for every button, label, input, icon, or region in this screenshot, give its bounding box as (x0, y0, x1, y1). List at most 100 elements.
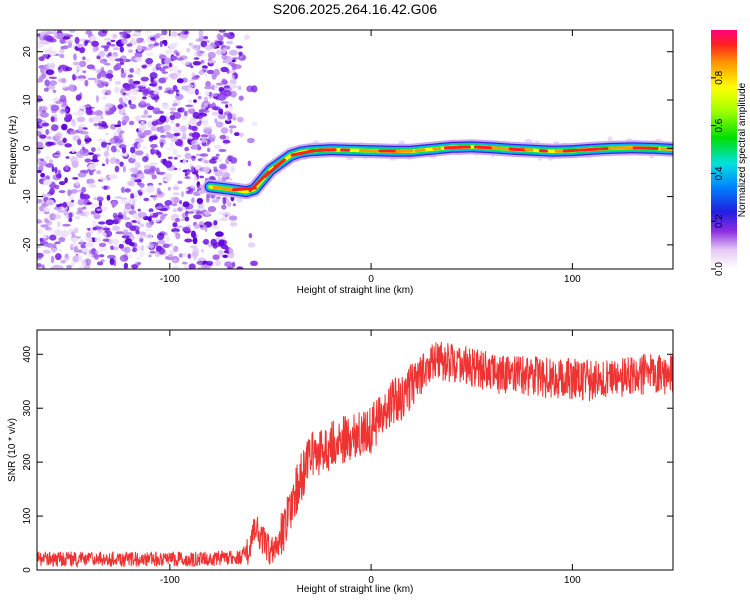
noise-speckle (171, 203, 178, 207)
noise-speckle (62, 223, 71, 227)
noise-speckle (107, 254, 116, 259)
noise-speckle (76, 151, 85, 158)
colorbar: 0.0 0.2 0.4 0.6 0.8 Normalized spectral ampl… (711, 30, 748, 276)
noise-speckle (77, 125, 83, 132)
noise-speckle (81, 186, 87, 193)
noise-speckle (215, 231, 224, 237)
noise-speckle (171, 55, 178, 61)
noise-speckle (161, 30, 168, 36)
noise-speckle (71, 237, 78, 243)
noise-speckle (106, 143, 110, 152)
noise-speckle (105, 140, 110, 144)
noise-speckle (122, 82, 130, 89)
noise-speckle (77, 207, 83, 213)
noise-speckle (51, 246, 57, 253)
spectrogram-data (37, 30, 673, 269)
y-tick-label: -20 (22, 237, 33, 252)
noise-speckle (84, 79, 89, 87)
noise-speckle (143, 109, 149, 115)
noise-speckle (155, 245, 163, 252)
colorbar-gradient (711, 30, 737, 269)
noise-speckle (39, 106, 48, 112)
noise-speckle (85, 30, 93, 35)
noise-speckle (220, 216, 229, 222)
noise-speckle (94, 250, 100, 254)
noise-speckle (79, 193, 86, 200)
noise-speckle (142, 96, 147, 100)
noise-speckle (226, 68, 230, 74)
noise-speckle (91, 40, 99, 47)
noise-speckle (160, 215, 164, 222)
noise-speckle (203, 210, 211, 216)
noise-speckle (66, 201, 74, 208)
noise-speckle (103, 185, 108, 190)
noise-speckle (88, 117, 95, 123)
y-tick-label: 400 (22, 345, 33, 362)
noise-speckle (101, 206, 108, 212)
noise-speckle (223, 89, 232, 97)
noise-speckle (86, 178, 90, 185)
colorbar-tick-label: 0.0 (714, 262, 725, 276)
noise-speckle (90, 159, 99, 163)
noise-speckle (179, 200, 183, 205)
noise-speckle (144, 30, 152, 34)
noise-speckle (110, 245, 114, 251)
noise-speckle (197, 96, 202, 100)
noise-speckle (68, 84, 78, 92)
noise-speckle (81, 247, 90, 253)
noise-speckle (200, 59, 205, 64)
noise-speckle (81, 206, 87, 210)
noise-speckle (145, 222, 153, 228)
noise-speckle (66, 264, 72, 269)
noise-speckle (149, 72, 158, 80)
noise-speckle (172, 103, 179, 106)
noise-speckle (175, 218, 180, 223)
noise-speckle (221, 171, 231, 178)
noise-speckle (137, 130, 143, 138)
noise-speckle (237, 85, 242, 91)
noise-speckle (122, 165, 126, 173)
noise-speckle (216, 82, 224, 86)
noise-speckle (207, 51, 216, 59)
noise-speckle (206, 195, 210, 203)
noise-speckle (169, 249, 175, 255)
noise-speckle (37, 211, 41, 214)
noise-speckle (82, 127, 88, 130)
noise-speckle (190, 230, 196, 238)
noise-speckle (109, 174, 118, 179)
noise-speckle (172, 125, 182, 133)
noise-speckle (114, 58, 124, 62)
noise-speckle (47, 136, 52, 140)
noise-speckle (175, 132, 181, 137)
noise-speckle (218, 211, 224, 215)
x-tick-label: 100 (564, 575, 581, 586)
noise-speckle (216, 33, 222, 40)
noise-speckle (93, 253, 100, 260)
noise-speckle (51, 114, 58, 117)
noise-speckle (155, 167, 160, 175)
noise-speckle (98, 245, 107, 252)
noise-speckle (145, 47, 153, 51)
noise-speckle (38, 56, 45, 61)
noise-speckle (184, 172, 188, 177)
noise-speckle (227, 113, 233, 120)
noise-speckle (198, 30, 204, 38)
noise-speckle (172, 258, 178, 264)
noise-speckle (105, 103, 113, 109)
noise-speckle (97, 80, 104, 83)
noise-speckle (164, 160, 173, 168)
noise-speckle (251, 121, 258, 127)
noise-speckle (70, 130, 77, 135)
noise-speckle (190, 145, 199, 150)
y-tick-label: 20 (22, 46, 33, 58)
noise-speckle (85, 59, 90, 62)
noise-speckle (64, 164, 70, 171)
noise-speckle (98, 221, 106, 225)
noise-speckle (118, 97, 124, 103)
noise-speckle (149, 162, 158, 167)
noise-speckle (134, 251, 138, 255)
noise-speckle (195, 166, 200, 170)
noise-speckle (92, 47, 97, 53)
noise-speckle (173, 156, 178, 160)
noise-speckle (45, 163, 54, 168)
